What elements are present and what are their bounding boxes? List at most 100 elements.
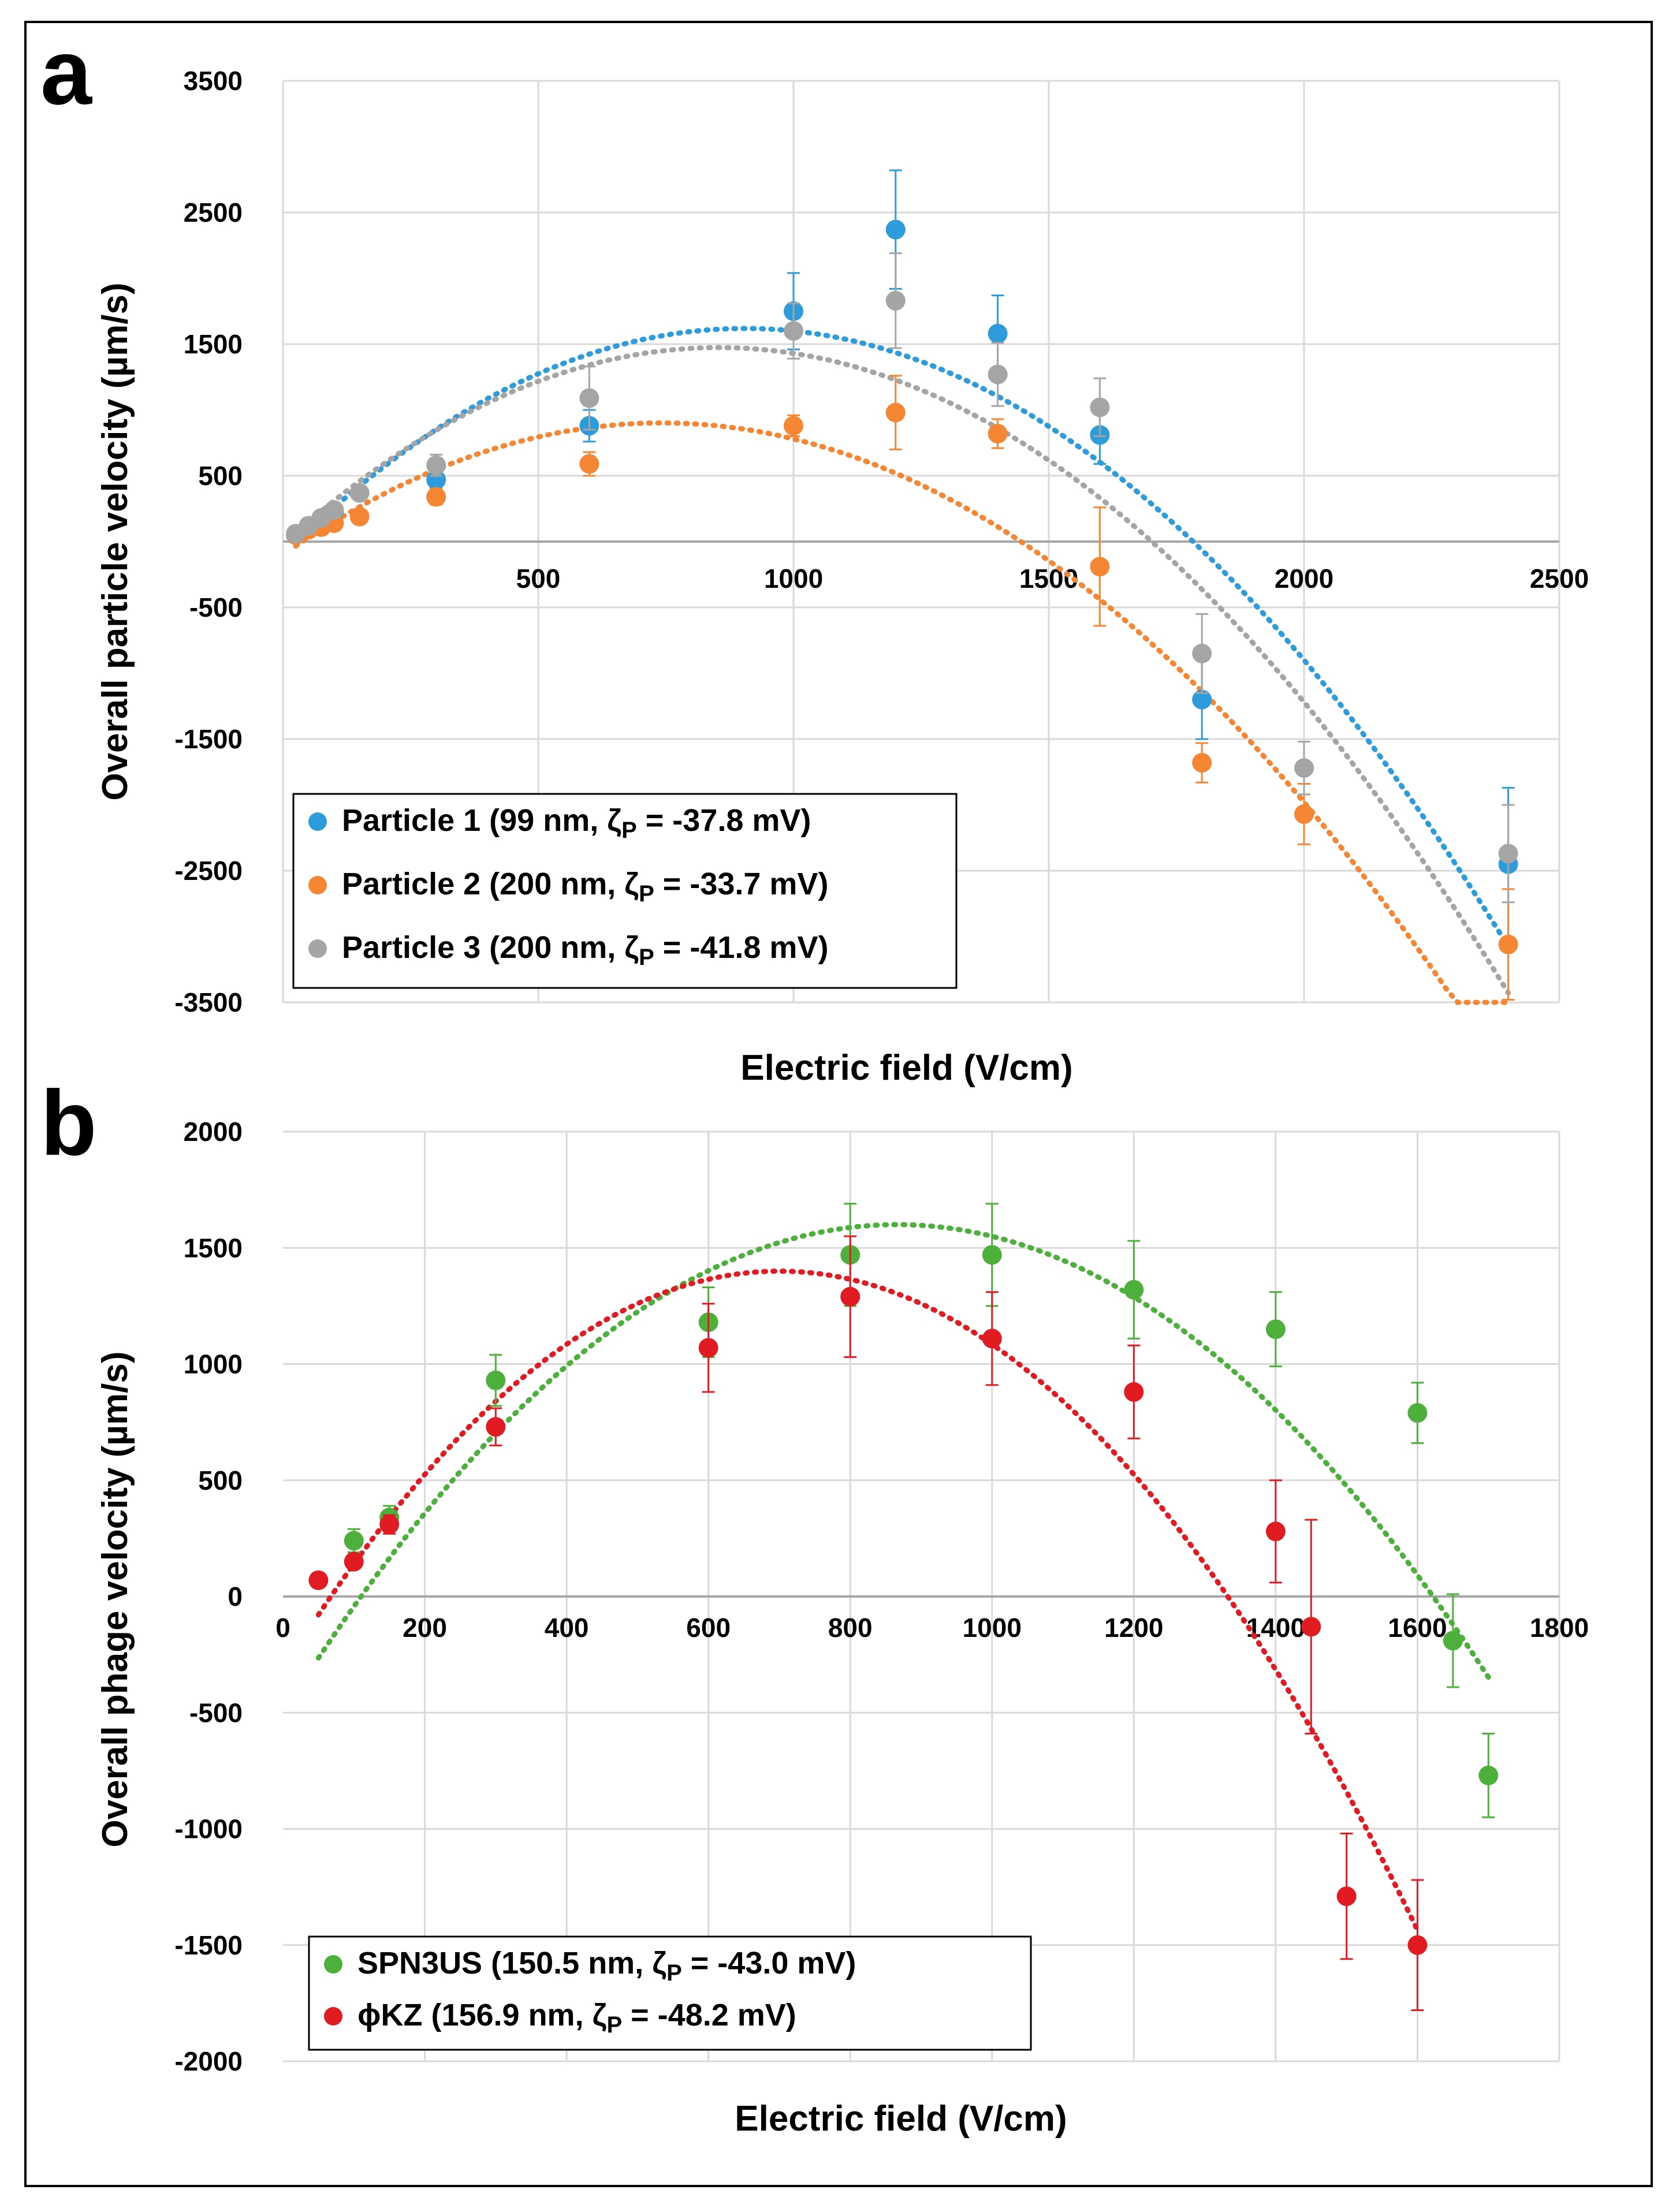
panel-b: 2000 1500 1000 500 0 -500 -1000 -1500 -2000 0 200 4… <box>40 1071 1589 2139</box>
legend-label-tail: = -41.8 mV) <box>654 930 829 965</box>
data-point <box>344 1551 364 1572</box>
data-point <box>1407 1935 1428 1955</box>
x-tick-label: 800 <box>828 1613 873 1643</box>
data-point <box>1192 643 1212 663</box>
y-tick-label: 1500 <box>184 1233 243 1263</box>
y-tick-label: 500 <box>198 461 243 491</box>
y-tick-label: 3500 <box>184 66 243 96</box>
y-axis-title: Overall particle velocity (µm/s) <box>95 282 135 800</box>
x-axis-title: Electric field (V/cm) <box>735 2099 1067 2139</box>
series-3 <box>286 252 1518 904</box>
y-tick-label: -2000 <box>174 2046 243 2076</box>
x-axis-title: Electric field (V/cm) <box>740 1048 1072 1088</box>
y-tick-label: -3500 <box>174 987 243 1017</box>
y-tick-label: 1000 <box>184 1349 243 1379</box>
legend-label-main: Particle 3 (200 nm, ζ <box>342 930 639 965</box>
y-tick-label: -1500 <box>174 724 243 754</box>
data-point <box>885 290 906 311</box>
y-tick-label: -1500 <box>174 1930 243 1960</box>
y-tick-label: -500 <box>189 1698 243 1728</box>
data-point <box>1124 1280 1144 1300</box>
data-point <box>308 1570 329 1590</box>
data-point <box>1336 1886 1357 1907</box>
data-point <box>885 219 906 240</box>
data-point <box>1265 1521 1286 1542</box>
x-tick-label: 1500 <box>1019 564 1078 594</box>
legend-label: Particle 1 (99 nm, ζP = -37.8 mV) <box>342 803 811 843</box>
x-tick-label: 1600 <box>1388 1613 1447 1643</box>
data-point <box>324 500 344 520</box>
data-point <box>1294 804 1314 824</box>
data-point <box>1498 934 1518 954</box>
x-tick-label: 1000 <box>764 564 823 594</box>
data-point <box>349 506 370 527</box>
panel-a: 3500 2500 1500 500 -500 -1500 -2500 -3500 500 100… <box>40 20 1589 1088</box>
x-tick-label: 2000 <box>1275 564 1333 594</box>
y-tick-label: 2500 <box>184 197 243 227</box>
legend-label: Particle 3 (200 nm, ζP = -41.8 mV) <box>342 930 828 970</box>
legend-marker <box>324 2007 342 2026</box>
figure-frame <box>24 21 1653 2187</box>
y-tick-label: -500 <box>189 592 243 622</box>
legend-label-subscript: P <box>606 2012 622 2038</box>
y-tick-label: 1500 <box>184 329 243 359</box>
data-point <box>379 1515 400 1535</box>
data-point <box>784 321 803 341</box>
data-point <box>1301 1617 1321 1637</box>
legend-marker <box>308 876 327 894</box>
data-point <box>344 1531 364 1551</box>
data-point <box>426 487 446 507</box>
data-point <box>988 323 1008 344</box>
trend-line <box>315 1268 1420 1933</box>
x-tick-label: 1000 <box>963 1613 1022 1643</box>
data-point <box>885 402 906 423</box>
data-point <box>486 1417 506 1437</box>
x-tick-label: 400 <box>545 1613 589 1643</box>
legend-label: SPN3US (150.5 nm, ζP = -43.0 mV) <box>357 1946 856 1986</box>
data-point <box>988 424 1008 444</box>
data-point <box>426 469 446 490</box>
data-point <box>486 1370 506 1390</box>
x-tick-label: 2500 <box>1530 564 1589 594</box>
data-point <box>840 1286 861 1307</box>
data-point <box>1124 1382 1144 1402</box>
data-point <box>1498 844 1518 864</box>
legend-label-tail: = -43.0 mV) <box>682 1946 856 1980</box>
data-point <box>1192 753 1212 773</box>
y-tick-label: -2500 <box>174 856 243 886</box>
series-2 <box>308 1235 1428 2011</box>
legend-label-main: Particle 2 (200 nm, ζ <box>342 867 639 901</box>
x-tick-label: 0 <box>275 1613 290 1643</box>
x-tick-label: 1800 <box>1530 1613 1589 1643</box>
panel-label: b <box>40 1071 97 1174</box>
y-tick-label: 0 <box>228 1581 243 1612</box>
x-tick-label: 1200 <box>1104 1613 1163 1643</box>
legend-label-subscript: P <box>639 881 654 907</box>
data-point <box>1265 1319 1286 1340</box>
data-point <box>1407 1403 1428 1423</box>
data-point <box>579 454 599 474</box>
legend-label-subscript: P <box>666 1960 682 1986</box>
legend-marker <box>324 1955 342 1974</box>
legend-label-tail: = -48.2 mV) <box>622 1998 796 2032</box>
legend-label-main: SPN3US (150.5 nm, ζ <box>357 1946 666 1980</box>
legend-label-subscript: P <box>621 818 637 843</box>
y-axis-title: Overall phage velocity (µm/s) <box>95 1351 135 1847</box>
legend-label-main: Particle 1 (99 nm, ζ <box>342 803 621 838</box>
data-point <box>1478 1765 1499 1785</box>
legend-label-tail: = -33.7 mV) <box>654 867 829 901</box>
x-tick-label: 200 <box>403 1613 447 1643</box>
legend-box <box>292 793 958 989</box>
legend-label-main: ϕKZ (156.9 nm, ζ <box>357 1998 607 2032</box>
data-point <box>1192 689 1212 710</box>
data-point <box>1090 557 1110 577</box>
data-point <box>784 416 803 436</box>
trend-line <box>315 1222 1491 1680</box>
data-point <box>698 1338 718 1358</box>
legend-marker <box>308 812 327 831</box>
legend: SPN3US (150.5 nm, ζP = -43.0 mV)ϕKZ (156… <box>308 1935 1032 2051</box>
panel-label: a <box>40 20 92 124</box>
series-1 <box>344 1203 1499 1818</box>
legend-label-tail: = -37.8 mV) <box>637 803 811 838</box>
